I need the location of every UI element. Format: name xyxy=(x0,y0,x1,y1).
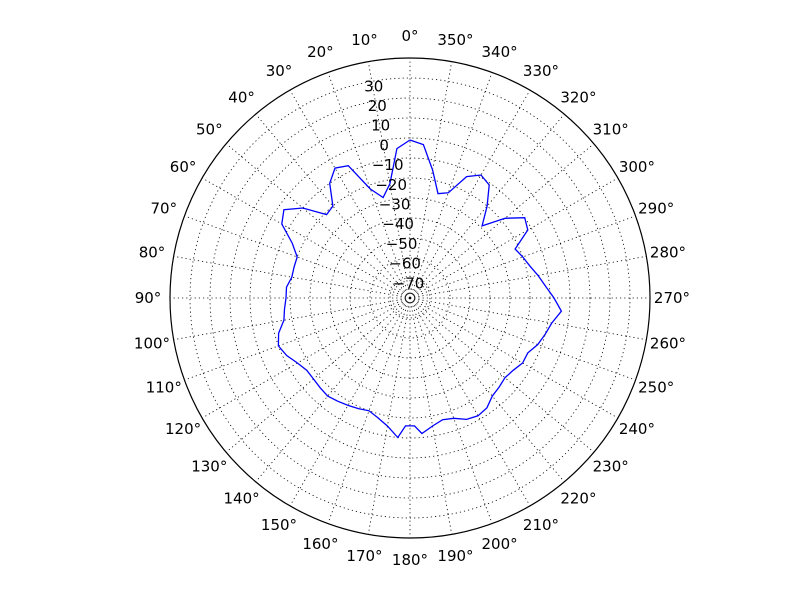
radial-tick-label: −50 xyxy=(386,235,418,253)
angle-tick-label: 190° xyxy=(437,547,473,565)
angle-tick-label: 80° xyxy=(139,244,166,262)
radial-tick-label: 0 xyxy=(379,136,389,154)
radial-tick-label: −30 xyxy=(379,196,411,214)
r-gridline xyxy=(309,197,511,399)
radial-tick-label: −10 xyxy=(372,156,404,174)
theta-gridline xyxy=(255,297,411,483)
radial-tick-label: −40 xyxy=(382,215,414,233)
angle-tick-label: 330° xyxy=(523,62,559,80)
angle-tick-label: 180° xyxy=(392,551,428,569)
angle-tick-label: 150° xyxy=(261,516,297,534)
r-gridline xyxy=(329,217,491,379)
radial-tick-label: −20 xyxy=(375,176,407,194)
theta-gridline xyxy=(409,297,636,381)
angle-tick-label: 160° xyxy=(302,535,338,553)
theta-gridline xyxy=(409,297,565,483)
angle-tick-label: 300° xyxy=(619,158,655,176)
angle-tick-label: 100° xyxy=(134,335,170,353)
angle-tick-label: 290° xyxy=(638,199,674,217)
angle-tick-label: 250° xyxy=(638,379,674,397)
theta-gridline xyxy=(409,297,493,524)
angle-tick-label: 310° xyxy=(593,121,629,139)
theta-gridline xyxy=(367,297,411,535)
angle-tick-label: 20° xyxy=(307,43,334,61)
r-gridline xyxy=(369,257,451,339)
theta-gridline xyxy=(409,297,647,341)
angle-tick-label: 110° xyxy=(146,379,182,397)
angle-tick-label: 40° xyxy=(228,88,255,106)
angle-tick-label: 350° xyxy=(437,31,473,49)
radial-tick-labels: −70−60 −50 −40−30 −20 −10 010 20 30 xyxy=(364,77,424,292)
angle-tick-label: 280° xyxy=(650,244,686,262)
angle-tick-labels: 0° 10° 20° 30° 40° 50° 60° 70° 80° 90° 100° 110° 120… xyxy=(134,27,690,569)
radial-tick-label: 10 xyxy=(371,117,390,135)
radial-tick-label: 20 xyxy=(368,97,387,115)
angle-tick-label: 120° xyxy=(165,420,201,438)
angle-tick-label: 260° xyxy=(650,335,686,353)
angle-tick-label: 200° xyxy=(482,535,518,553)
angle-tick-label: 210° xyxy=(523,516,559,534)
r-gridline xyxy=(249,137,571,459)
angle-tick-label: 230° xyxy=(593,457,629,475)
radial-tick-label: −70 xyxy=(393,274,425,292)
r-gridline xyxy=(289,177,531,419)
r-gridline xyxy=(229,117,591,479)
r-gridline xyxy=(269,157,551,439)
angle-tick-label: 60° xyxy=(170,158,197,176)
r-gridline xyxy=(189,77,631,519)
angle-tick-label: 340° xyxy=(482,43,518,61)
angle-tick-label: 10° xyxy=(351,31,378,49)
theta-gridline xyxy=(184,297,411,381)
polar-frame xyxy=(169,57,651,539)
theta-gridline xyxy=(409,255,647,299)
angle-tick-label: 320° xyxy=(560,88,596,106)
series-layer xyxy=(277,139,563,439)
theta-gridline xyxy=(409,72,493,299)
theta-gridline xyxy=(409,143,595,299)
r-gridline xyxy=(349,237,471,359)
theta-gridline xyxy=(409,297,595,453)
angle-tick-label: 70° xyxy=(151,199,178,217)
angle-tick-label: 0° xyxy=(401,27,418,45)
angle-tick-label: 50° xyxy=(196,121,223,139)
angle-tick-label: 130° xyxy=(191,457,227,475)
angle-tick-label: 170° xyxy=(346,547,382,565)
r-gridline xyxy=(389,277,431,319)
theta-gridline xyxy=(409,297,453,535)
grid-layer xyxy=(170,58,650,538)
angle-tick-label: 270° xyxy=(654,289,690,307)
angle-tick-label: 240° xyxy=(619,420,655,438)
radial-tick-label: 30 xyxy=(364,77,383,95)
r-gridline xyxy=(209,97,611,499)
angle-tick-label: 90° xyxy=(135,289,162,307)
angle-tick-label: 220° xyxy=(560,490,596,508)
theta-gridline xyxy=(173,297,411,341)
series-line xyxy=(277,139,563,439)
angle-tick-label: 140° xyxy=(224,490,260,508)
radial-tick-label: −60 xyxy=(389,255,421,273)
angle-tick-label: 30° xyxy=(266,62,293,80)
